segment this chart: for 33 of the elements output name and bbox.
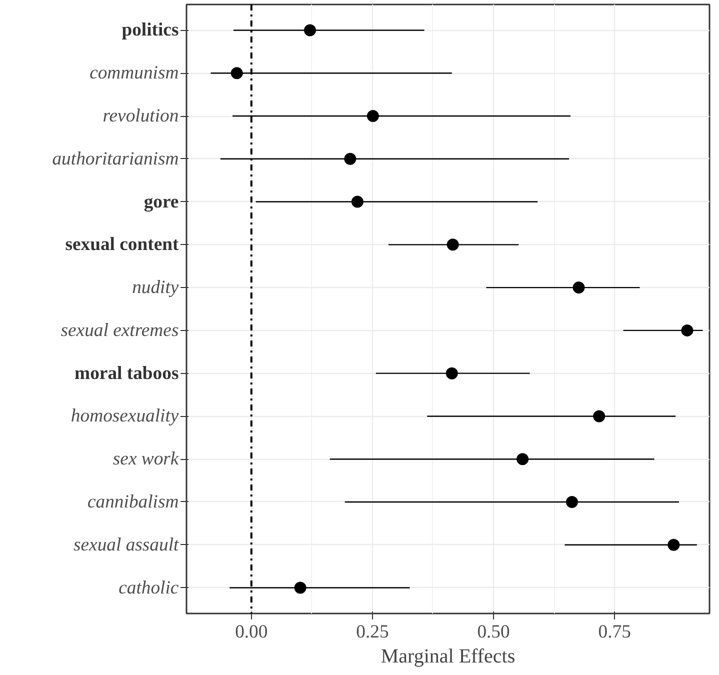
y-tick-label: sexual extremes (60, 320, 179, 341)
point (344, 152, 356, 165)
point (681, 324, 694, 336)
point (304, 24, 316, 36)
y-tick-label: sexual content (65, 234, 180, 256)
y-tick-label: moral taboos (74, 362, 179, 384)
point (516, 453, 529, 466)
y-tick-label: cannibalism (87, 491, 179, 512)
y-tick-label: nudity (132, 277, 180, 298)
y-tick-label: sexual assault (74, 534, 180, 556)
y-tick-label: sex work (112, 448, 180, 470)
y-tick-label: communism (90, 62, 179, 84)
x-tick-label: 0.25 (356, 622, 389, 642)
point (366, 110, 379, 122)
point (593, 410, 606, 422)
x-tick-label: 0.50 (477, 622, 510, 642)
point (446, 367, 458, 380)
y-tick-label: authoritarianism (52, 148, 179, 170)
point (351, 196, 364, 208)
point (572, 282, 585, 294)
point (566, 496, 578, 508)
y-tick-label: catholic (118, 577, 180, 598)
point (446, 238, 459, 251)
y-tick-label: politics (122, 20, 179, 41)
y-tick-label: revolution (102, 106, 179, 127)
y-tick-label: gore (144, 191, 179, 212)
x-axis-title: Marginal Effects (380, 646, 516, 668)
x-tick-label: 0.75 (598, 622, 631, 642)
x-tick-label: 0.00 (235, 622, 268, 642)
point (294, 582, 306, 594)
point (668, 538, 680, 551)
y-tick-label: homosexuality (70, 406, 180, 427)
point (230, 67, 243, 80)
